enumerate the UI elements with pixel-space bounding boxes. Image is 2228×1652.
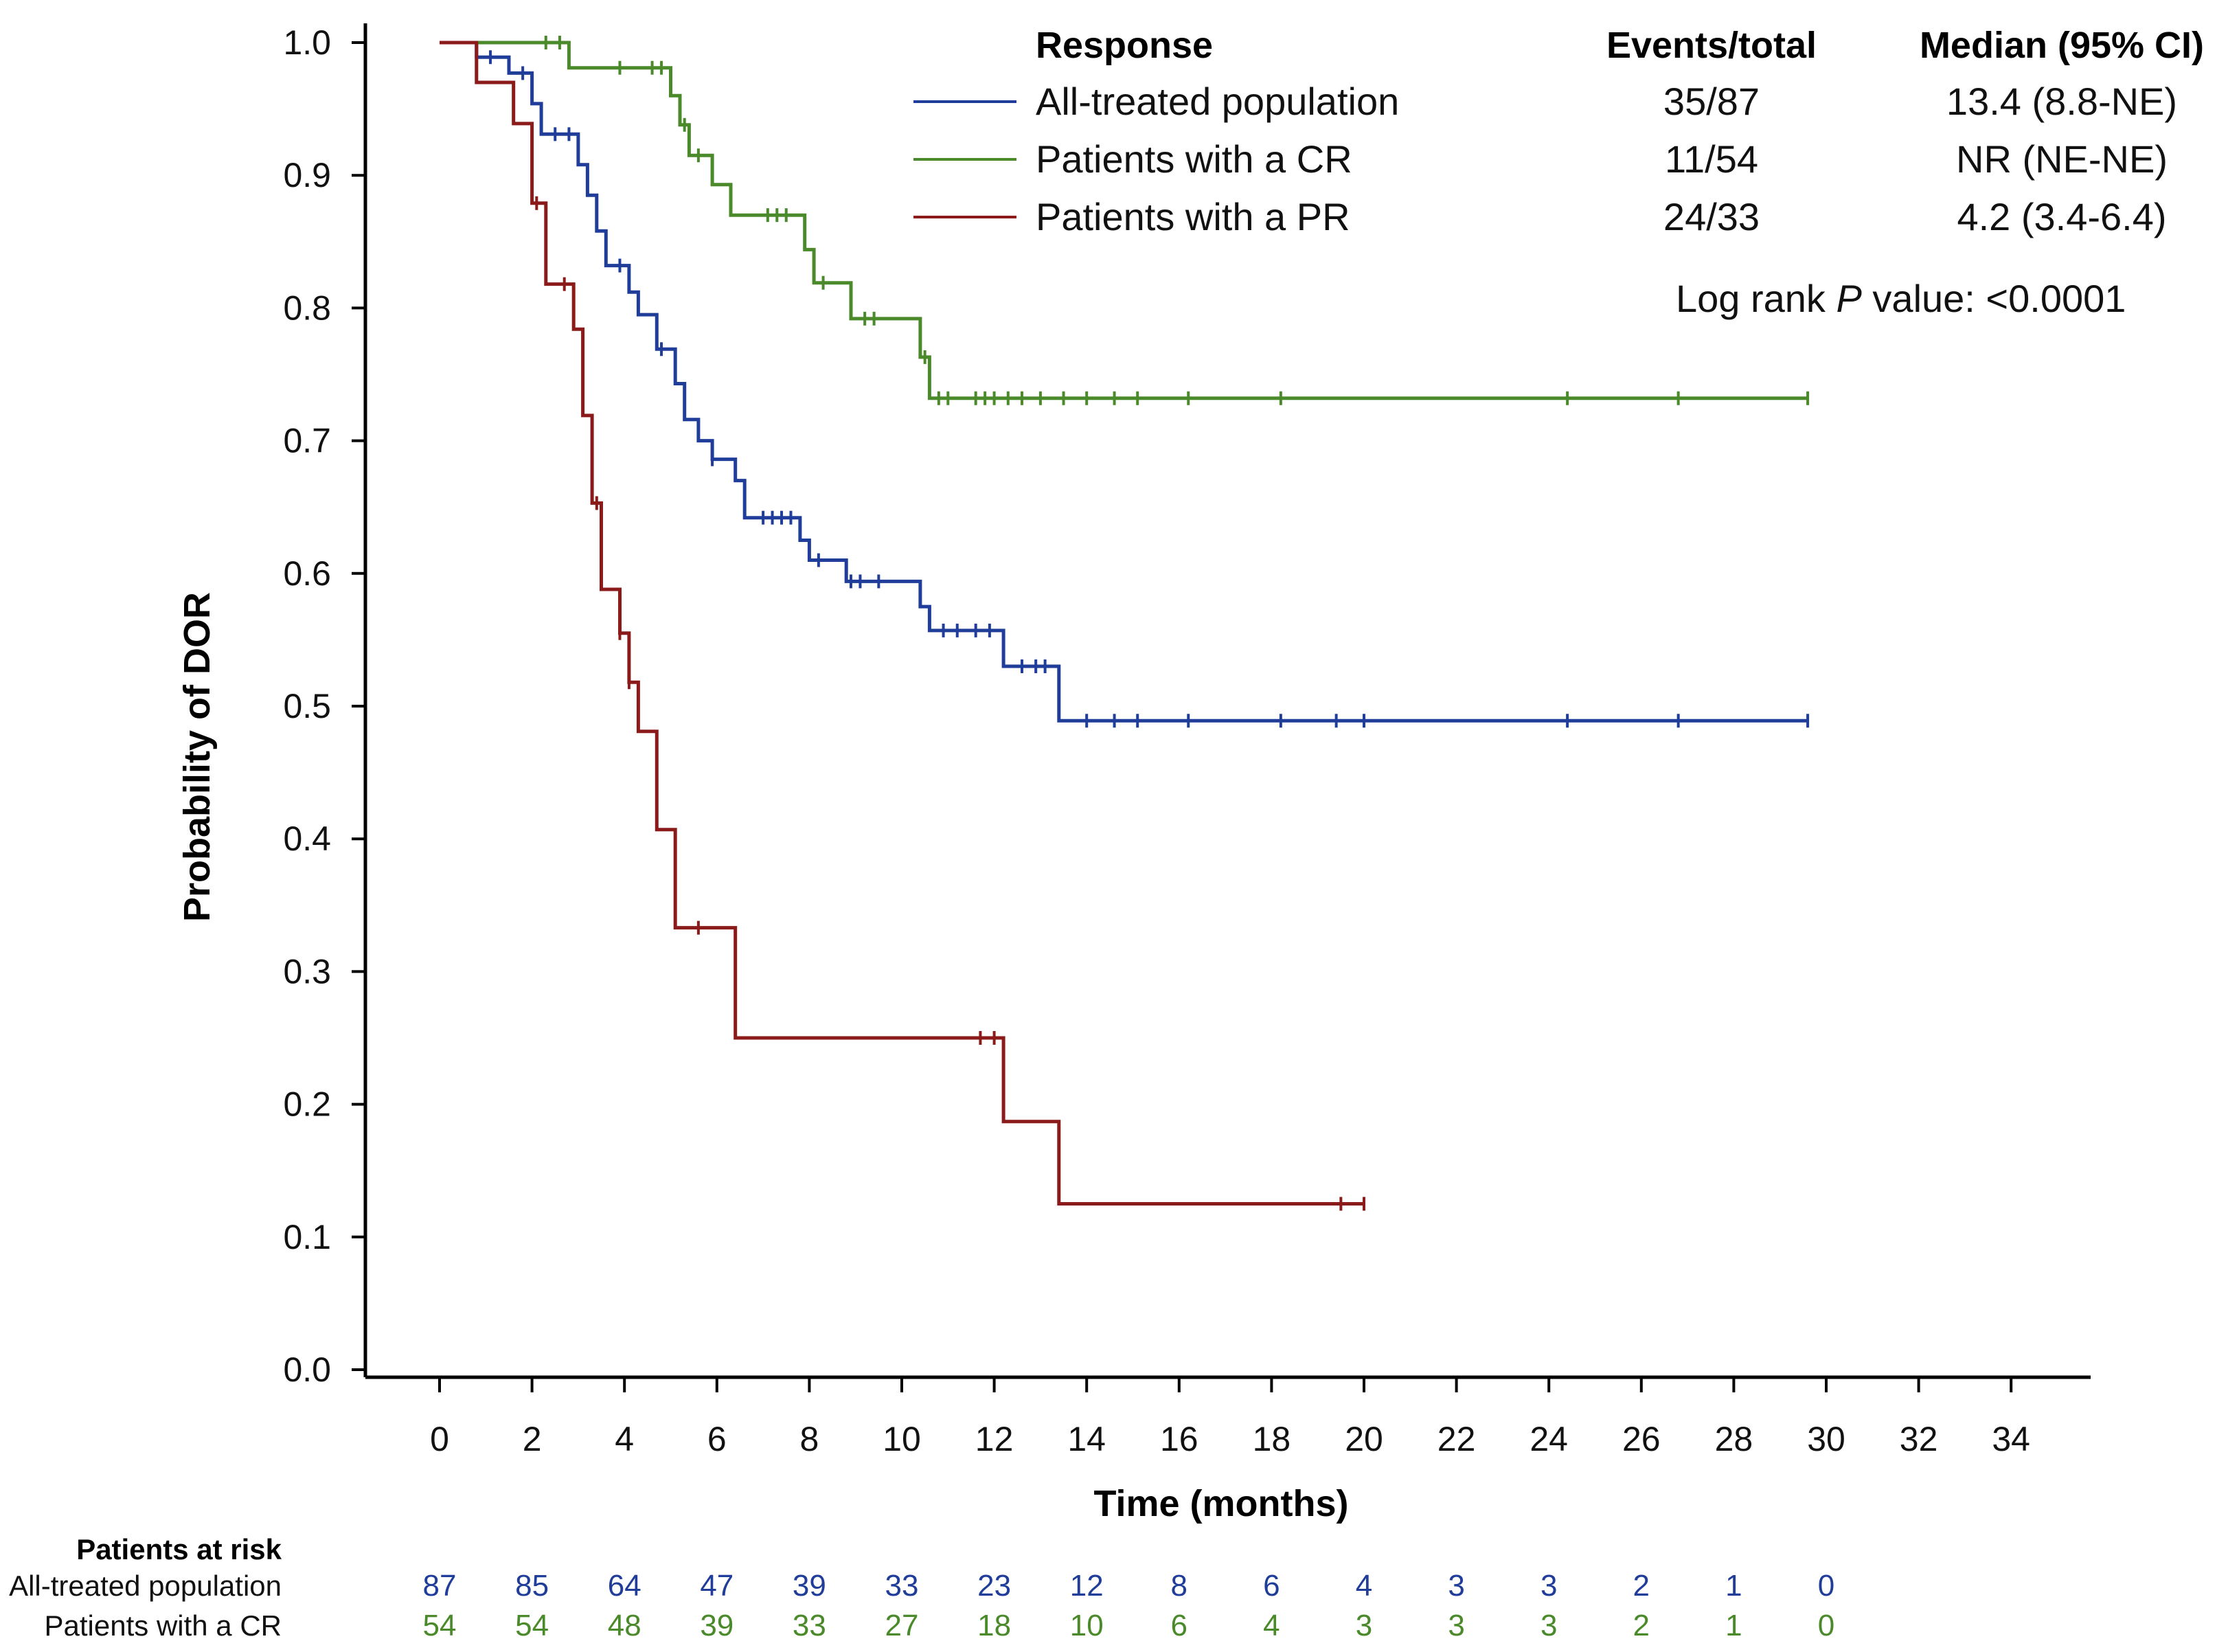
legend-events-total: 11/54	[1665, 137, 1758, 181]
risk-value: 3	[1541, 1569, 1557, 1603]
risk-value: 6	[1171, 1609, 1187, 1642]
legend-events-total: 35/87	[1663, 80, 1760, 123]
y-tick-label: 0.1	[283, 1218, 331, 1256]
y-tick-label: 1.0	[283, 23, 331, 62]
risk-value: 47	[700, 1569, 734, 1603]
risk-value: 3	[1356, 1609, 1372, 1642]
log-rank-suffix: value: <0.0001	[1862, 277, 2126, 320]
y-tick-label: 0.5	[283, 687, 331, 725]
legend-median: 13.4 (8.8-NE)	[1946, 80, 2177, 123]
y-tick-label: 0.7	[283, 422, 331, 460]
x-tick-label: 24	[1530, 1420, 1568, 1458]
risk-value: 2	[1633, 1569, 1650, 1603]
risk-value: 64	[608, 1569, 641, 1603]
legend-header-response: Response	[1036, 25, 1213, 66]
series-2	[440, 36, 1810, 405]
risk-value: 10	[1070, 1609, 1104, 1642]
legend-events-total: 24/33	[1663, 195, 1760, 238]
risk-value: 6	[1263, 1569, 1280, 1603]
km-curve	[440, 41, 1808, 400]
km-curve	[440, 41, 1808, 723]
x-tick-label: 18	[1253, 1420, 1291, 1458]
x-tick-label: 6	[707, 1420, 727, 1458]
x-tick-label: 34	[1992, 1420, 2030, 1458]
risk-value: 4	[1356, 1569, 1372, 1603]
risk-value: 27	[885, 1609, 919, 1642]
legend-header-events: Events/total	[1606, 25, 1817, 66]
risk-value: 3	[1448, 1609, 1464, 1642]
log-rank-annotation: Log rank P value: <0.0001	[1676, 277, 2126, 320]
log-rank-prefix: Log rank	[1676, 277, 1837, 320]
x-tick-label: 28	[1715, 1420, 1753, 1458]
risk-value: 48	[608, 1609, 641, 1642]
risk-value: 23	[977, 1569, 1011, 1603]
legend: Response Events/total Median (95% CI) Al…	[913, 25, 2204, 320]
risk-value: 54	[515, 1609, 549, 1642]
series-group	[440, 36, 1810, 1211]
risk-value: 18	[977, 1609, 1011, 1642]
x-tick-label: 4	[615, 1420, 634, 1458]
risk-value: 33	[885, 1569, 919, 1603]
x-tick-label: 20	[1345, 1420, 1383, 1458]
x-tick-label: 10	[883, 1420, 921, 1458]
risk-value: 39	[700, 1609, 734, 1642]
legend-rows: All-treated population 35/87 13.4 (8.8-NE)…	[913, 80, 2177, 238]
risk-table: Patients at risk All-treated population 8…	[9, 1533, 1834, 1642]
y-ticks: 0.0 0.1 0.2 0.3 0.4 0.5 0.6 0.7 0.8 0.9 1.0	[283, 23, 365, 1389]
risk-value: 0	[1818, 1569, 1834, 1603]
risk-value: 8	[1171, 1569, 1187, 1603]
risk-value: 54	[423, 1609, 457, 1642]
x-ticks: 0 2 4 6 8 10 12 14 16 18 20 22 24 26 28 30 32 34	[430, 1377, 2030, 1458]
y-tick-label: 0.3	[283, 952, 331, 991]
risk-value: 1	[1725, 1569, 1742, 1603]
x-tick-label: 8	[799, 1420, 819, 1458]
risk-value: 3	[1448, 1569, 1464, 1603]
series-1	[440, 41, 1810, 728]
y-tick-label: 0.2	[283, 1085, 331, 1124]
risk-table-title: Patients at risk	[76, 1533, 282, 1565]
risk-value: 87	[423, 1569, 457, 1603]
x-tick-label: 26	[1622, 1420, 1661, 1458]
legend-median: 4.2 (3.4-6.4)	[1957, 195, 2166, 238]
x-tick-label: 16	[1160, 1420, 1198, 1458]
y-tick-label: 0.9	[283, 156, 331, 194]
risk-value: 0	[1818, 1609, 1834, 1642]
series-3	[440, 41, 1365, 1211]
risk-value: 3	[1541, 1609, 1557, 1642]
risk-row-label: Patients with a CR	[45, 1609, 282, 1642]
legend-series-name: All-treated population	[1036, 80, 1399, 123]
x-tick-label: 2	[523, 1420, 542, 1458]
risk-value: 2	[1633, 1609, 1650, 1642]
y-axis-title: Probability of DOR	[177, 592, 218, 922]
x-tick-label: 12	[975, 1420, 1014, 1458]
y-tick-label: 0.4	[283, 819, 331, 858]
risk-value: 85	[515, 1569, 549, 1603]
y-tick-label: 0.8	[283, 288, 331, 327]
x-tick-label: 14	[1067, 1420, 1106, 1458]
y-tick-label: 0.6	[283, 554, 331, 593]
x-axis-title: Time (months)	[1093, 1483, 1348, 1524]
legend-median: NR (NE-NE)	[1956, 137, 2168, 181]
axes	[363, 23, 2091, 1379]
risk-value: 1	[1725, 1609, 1742, 1642]
risk-value: 33	[793, 1609, 826, 1642]
legend-series-name: Patients with a CR	[1036, 137, 1352, 181]
risk-value: 4	[1263, 1609, 1280, 1642]
legend-series-name: Patients with a PR	[1036, 195, 1350, 238]
x-tick-label: 32	[1900, 1420, 1938, 1458]
risk-value: 39	[793, 1569, 826, 1603]
risk-value: 12	[1070, 1569, 1104, 1603]
x-tick-label: 22	[1437, 1420, 1476, 1458]
legend-header-median: Median (95% CI)	[1920, 25, 2204, 66]
y-tick-label: 0.0	[283, 1350, 331, 1389]
km-curve	[440, 41, 1364, 1206]
risk-row-label: All-treated population	[9, 1570, 282, 1602]
log-rank-p: P	[1837, 277, 1862, 320]
x-tick-label: 30	[1807, 1420, 1845, 1458]
x-tick-label: 0	[430, 1420, 449, 1458]
